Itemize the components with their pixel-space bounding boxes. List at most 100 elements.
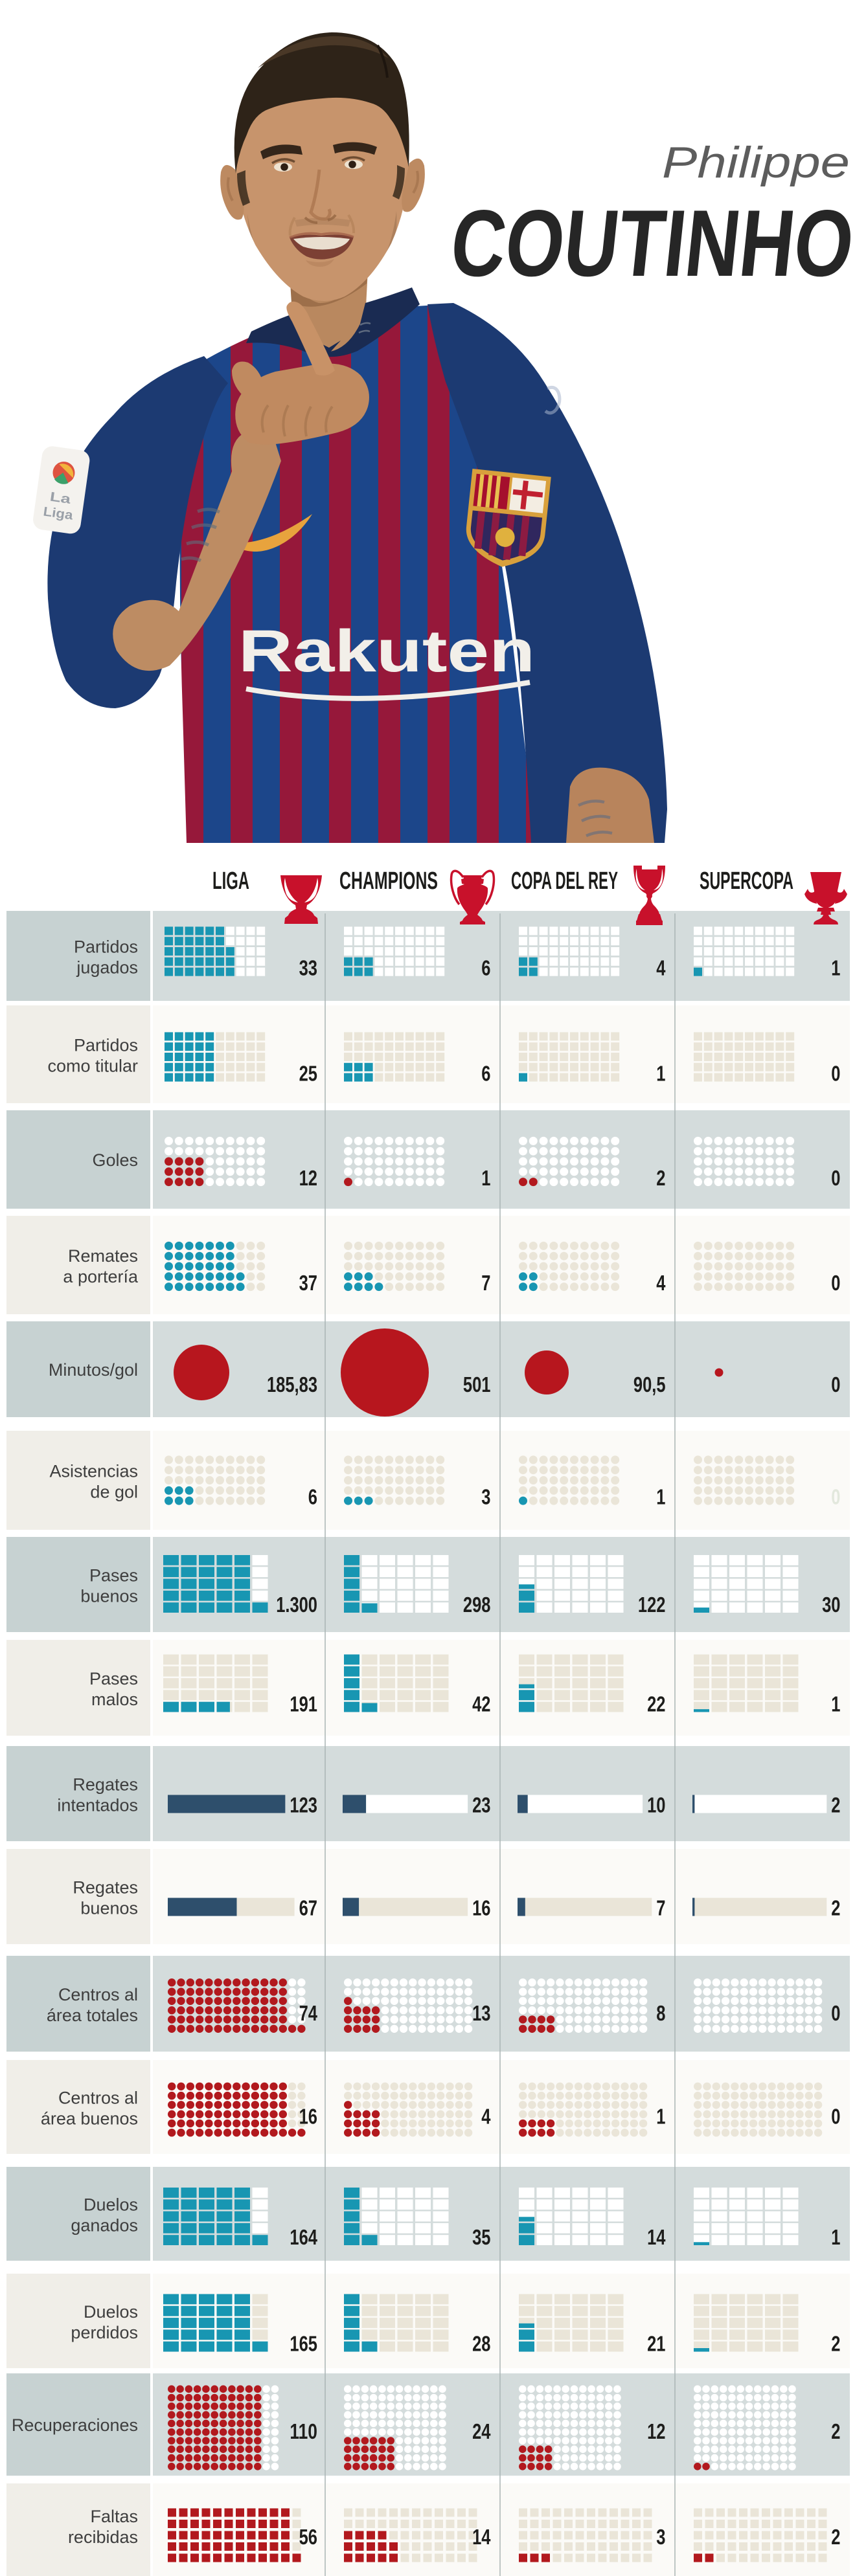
svg-text:a portería: a portería bbox=[63, 1267, 139, 1286]
svg-text:Duelos: Duelos bbox=[84, 2302, 138, 2322]
svg-text:13: 13 bbox=[472, 2001, 490, 2025]
svg-text:185,83: 185,83 bbox=[267, 1372, 317, 1396]
svg-text:COUTINHO: COUTINHO bbox=[446, 190, 855, 297]
svg-text:0: 0 bbox=[831, 1271, 840, 1295]
svg-text:14: 14 bbox=[647, 2225, 666, 2249]
svg-text:LIGA: LIGA bbox=[212, 868, 249, 895]
svg-text:ganados: ganados bbox=[71, 2216, 138, 2235]
svg-text:CHAMPIONS: CHAMPIONS bbox=[339, 868, 438, 895]
svg-text:intentados: intentados bbox=[57, 1796, 138, 1815]
svg-text:0: 0 bbox=[831, 1062, 840, 1086]
svg-text:10: 10 bbox=[647, 1793, 665, 1817]
svg-text:Pases: Pases bbox=[89, 1566, 138, 1585]
svg-text:1: 1 bbox=[656, 1485, 665, 1509]
svg-text:0: 0 bbox=[831, 2001, 840, 2025]
svg-text:16: 16 bbox=[299, 2105, 317, 2129]
svg-text:2: 2 bbox=[831, 2419, 840, 2443]
svg-text:90,5: 90,5 bbox=[633, 1372, 666, 1396]
svg-text:área buenos: área buenos bbox=[41, 2109, 138, 2129]
svg-text:8: 8 bbox=[656, 2001, 665, 2025]
svg-text:1: 1 bbox=[656, 2105, 665, 2129]
svg-text:buenos: buenos bbox=[80, 1587, 138, 1606]
svg-text:1: 1 bbox=[656, 1062, 665, 1086]
svg-text:Minutos/gol: Minutos/gol bbox=[49, 1360, 138, 1380]
svg-text:de gol: de gol bbox=[90, 1483, 138, 1502]
svg-text:malos: malos bbox=[91, 1690, 138, 1709]
svg-text:165: 165 bbox=[290, 2332, 317, 2356]
svg-text:1: 1 bbox=[831, 1692, 840, 1716]
svg-text:Duelos: Duelos bbox=[84, 2195, 138, 2215]
svg-text:23: 23 bbox=[472, 1793, 490, 1817]
svg-text:2: 2 bbox=[831, 2332, 840, 2356]
svg-text:Philippe: Philippe bbox=[662, 138, 850, 187]
svg-text:123: 123 bbox=[290, 1793, 317, 1817]
svg-text:buenos: buenos bbox=[80, 1899, 138, 1918]
svg-text:SUPERCOPA: SUPERCOPA bbox=[700, 868, 793, 895]
svg-text:Recuperaciones: Recuperaciones bbox=[12, 2415, 138, 2435]
svg-text:122: 122 bbox=[638, 1593, 666, 1617]
svg-text:Pases: Pases bbox=[89, 1669, 138, 1688]
svg-text:Goles: Goles bbox=[92, 1150, 138, 1170]
svg-text:6: 6 bbox=[481, 956, 490, 980]
svg-text:2: 2 bbox=[831, 2525, 840, 2549]
svg-text:16: 16 bbox=[472, 1896, 490, 1920]
svg-text:2: 2 bbox=[656, 1166, 665, 1190]
svg-text:área totales: área totales bbox=[47, 2006, 138, 2025]
svg-text:2: 2 bbox=[831, 1793, 840, 1817]
svg-text:Asistencias: Asistencias bbox=[49, 1462, 138, 1481]
svg-text:4: 4 bbox=[481, 2105, 491, 2129]
svg-text:Centros al: Centros al bbox=[58, 1985, 138, 2004]
svg-text:164: 164 bbox=[290, 2225, 317, 2249]
svg-text:Centros al: Centros al bbox=[58, 2089, 138, 2108]
svg-text:Partidos: Partidos bbox=[74, 1036, 138, 1055]
svg-text:3: 3 bbox=[481, 1485, 490, 1509]
svg-text:como titular: como titular bbox=[47, 1057, 138, 1076]
svg-text:56: 56 bbox=[299, 2525, 317, 2549]
svg-text:Partidos: Partidos bbox=[74, 937, 138, 957]
svg-text:Regates: Regates bbox=[73, 1878, 138, 1898]
svg-text:Remates: Remates bbox=[68, 1246, 138, 1266]
svg-text:110: 110 bbox=[290, 2419, 317, 2443]
svg-text:2: 2 bbox=[831, 1896, 840, 1920]
svg-text:7: 7 bbox=[656, 1896, 665, 1920]
svg-text:4: 4 bbox=[656, 956, 666, 980]
svg-text:perdidos: perdidos bbox=[71, 2323, 138, 2342]
svg-text:22: 22 bbox=[647, 1692, 665, 1716]
svg-text:42: 42 bbox=[472, 1692, 490, 1716]
svg-text:37: 37 bbox=[299, 1271, 317, 1295]
svg-text:0: 0 bbox=[831, 1166, 840, 1190]
svg-text:3: 3 bbox=[656, 2525, 665, 2549]
svg-text:1.300: 1.300 bbox=[276, 1593, 317, 1617]
svg-text:7: 7 bbox=[481, 1271, 490, 1295]
svg-text:Regates: Regates bbox=[73, 1775, 138, 1795]
svg-text:191: 191 bbox=[290, 1692, 317, 1716]
svg-text:74: 74 bbox=[299, 2001, 318, 2025]
svg-text:21: 21 bbox=[647, 2332, 665, 2356]
svg-text:12: 12 bbox=[647, 2419, 665, 2443]
svg-text:35: 35 bbox=[472, 2225, 490, 2249]
svg-text:recibidas: recibidas bbox=[68, 2527, 138, 2547]
svg-text:67: 67 bbox=[299, 1896, 317, 1920]
svg-text:12: 12 bbox=[299, 1166, 317, 1190]
svg-text:6: 6 bbox=[308, 1485, 317, 1509]
svg-text:30: 30 bbox=[822, 1593, 840, 1617]
svg-text:501: 501 bbox=[463, 1372, 491, 1396]
svg-text:1: 1 bbox=[481, 1166, 490, 1190]
svg-text:jugados: jugados bbox=[76, 958, 138, 978]
svg-text:33: 33 bbox=[299, 956, 317, 980]
svg-text:La: La bbox=[49, 490, 73, 507]
svg-text:1: 1 bbox=[831, 2225, 840, 2249]
svg-text:1: 1 bbox=[831, 956, 840, 980]
svg-text:Rakuten: Rakuten bbox=[238, 618, 535, 684]
svg-text:24: 24 bbox=[472, 2419, 491, 2443]
svg-text:298: 298 bbox=[463, 1593, 491, 1617]
svg-text:COPA DEL REY: COPA DEL REY bbox=[511, 868, 618, 895]
svg-text:6: 6 bbox=[481, 1062, 490, 1086]
svg-text:0: 0 bbox=[831, 2105, 840, 2129]
svg-text:14: 14 bbox=[472, 2525, 491, 2549]
svg-text:4: 4 bbox=[656, 1271, 666, 1295]
svg-text:25: 25 bbox=[299, 1062, 317, 1086]
svg-text:28: 28 bbox=[472, 2332, 490, 2356]
svg-text:Faltas: Faltas bbox=[90, 2507, 138, 2526]
svg-text:0: 0 bbox=[831, 1372, 840, 1396]
